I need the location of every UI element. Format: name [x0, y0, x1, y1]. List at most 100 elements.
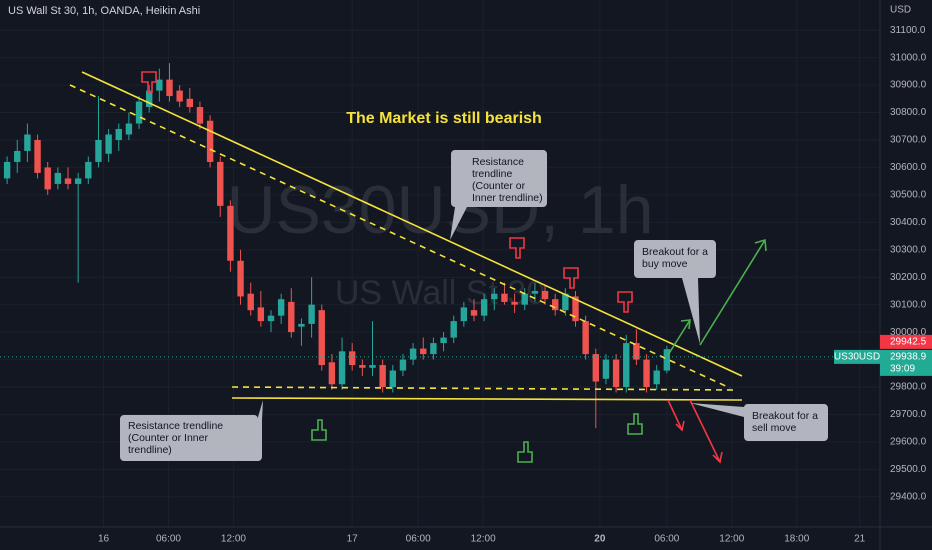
callout-box — [634, 240, 716, 344]
callout-text: Resistance — [472, 156, 524, 168]
y-tick-label: 29600.0 — [890, 437, 927, 448]
y-tick-label: 30500.0 — [890, 190, 927, 201]
x-tick-label: 12:00 — [471, 534, 496, 545]
candle-body — [247, 293, 254, 311]
candle-body — [3, 161, 11, 179]
watermark-name: US Wall St 30 — [335, 274, 545, 312]
y-tick-label: 31100.0 — [890, 25, 926, 36]
x-tick-label: 06:00 — [654, 534, 679, 545]
candle-body — [369, 365, 376, 368]
countdown: 39:09 — [890, 364, 915, 375]
candle-body — [653, 370, 660, 385]
hand-up — [311, 419, 327, 441]
support-trendline — [231, 397, 743, 401]
candle-body — [44, 167, 51, 190]
candle-body — [14, 150, 21, 162]
chart-title: US Wall St 30, 1h, OANDA, Heikin Ashi — [8, 5, 200, 17]
candle-body — [501, 293, 508, 302]
candle-body — [338, 351, 346, 385]
candle-body — [359, 365, 366, 368]
hand-down — [509, 237, 525, 259]
symbol-badge — [834, 349, 880, 364]
y-tick-label: 29700.0 — [890, 409, 927, 420]
x-tick-label: 16 — [98, 534, 110, 545]
x-tick-label: 12:00 — [719, 534, 744, 545]
resistance-trendline — [81, 71, 743, 377]
x-tick-label: 12:00 — [221, 534, 246, 545]
callout-box — [120, 400, 263, 461]
y-tick-label: 30200.0 — [890, 272, 927, 283]
candle-body — [85, 161, 92, 179]
candles — [3, 63, 671, 429]
callout-boxes — [120, 150, 828, 461]
hand-up — [517, 441, 533, 463]
callout-text: buy move — [642, 258, 688, 270]
x-tick-label: 17 — [347, 534, 359, 545]
buy-arrow-small — [667, 319, 691, 356]
candle-body — [450, 321, 457, 338]
candle-body — [552, 299, 559, 311]
candle-body — [643, 359, 650, 388]
callout-text: (Counter or — [472, 180, 526, 192]
candle-body — [399, 359, 407, 371]
candle-body — [582, 321, 589, 355]
candle-body — [480, 299, 488, 316]
y-tick-label: 30600.0 — [890, 162, 927, 173]
candle-body — [176, 90, 183, 102]
hand-icons — [141, 71, 643, 463]
callout-text: (Counter or Inner — [128, 432, 208, 444]
candle-body — [541, 290, 549, 300]
candle-body — [592, 354, 600, 382]
x-tick-label: 21 — [854, 534, 866, 545]
y-tick-label: 30800.0 — [890, 107, 927, 118]
candle-body — [125, 123, 133, 135]
candle-body — [277, 299, 285, 316]
candle-body — [328, 362, 336, 385]
hand-down — [617, 291, 633, 313]
callout-text: Breakout for a — [642, 246, 708, 258]
candle-body — [298, 323, 305, 327]
x-tick-label: 20 — [594, 534, 606, 545]
candle-body — [308, 304, 315, 324]
x-tick-label: 18:00 — [784, 534, 809, 545]
y-tick-label: 30700.0 — [890, 135, 927, 146]
candle-body — [288, 301, 295, 333]
candle-body — [409, 348, 417, 360]
candle-body — [146, 90, 153, 108]
callout-box — [450, 150, 547, 240]
watermark-symbol: US30USD, 1h — [226, 172, 653, 248]
candle-body — [349, 351, 356, 366]
headline: The Market is still bearish — [346, 110, 542, 127]
callout-text: Breakout for a — [752, 410, 818, 422]
y-tick-label: 30100.0 — [890, 299, 927, 310]
candle-body — [572, 296, 579, 322]
candle-body — [623, 343, 630, 388]
inner-resistance-trendline — [69, 84, 731, 389]
candle-body — [54, 172, 62, 184]
y-tick-label: 30900.0 — [890, 80, 927, 91]
candle-body — [186, 98, 194, 108]
candle-body — [227, 205, 234, 261]
x-tick-label: 06:00 — [406, 534, 431, 545]
price-badge — [880, 349, 932, 376]
arrowhead — [680, 319, 691, 330]
candle-body — [115, 129, 122, 140]
y-tick-label: 29800.0 — [890, 382, 927, 393]
candle-body — [217, 161, 224, 206]
candle-body — [491, 293, 498, 300]
y-tick-label: 29500.0 — [890, 464, 927, 475]
candle-body — [267, 315, 275, 322]
candle-body — [318, 310, 325, 366]
candle-body — [95, 139, 102, 162]
hand-down — [141, 71, 157, 93]
candle-body — [237, 260, 244, 297]
inner-support-trendline — [231, 386, 736, 391]
candle-body — [135, 101, 143, 124]
candle-body — [531, 290, 539, 294]
candle-body — [470, 310, 478, 316]
arrowhead — [712, 451, 723, 464]
price-markers: 29942.5 29938.939:09 US30USD — [0, 334, 932, 376]
candle-body — [440, 337, 447, 344]
